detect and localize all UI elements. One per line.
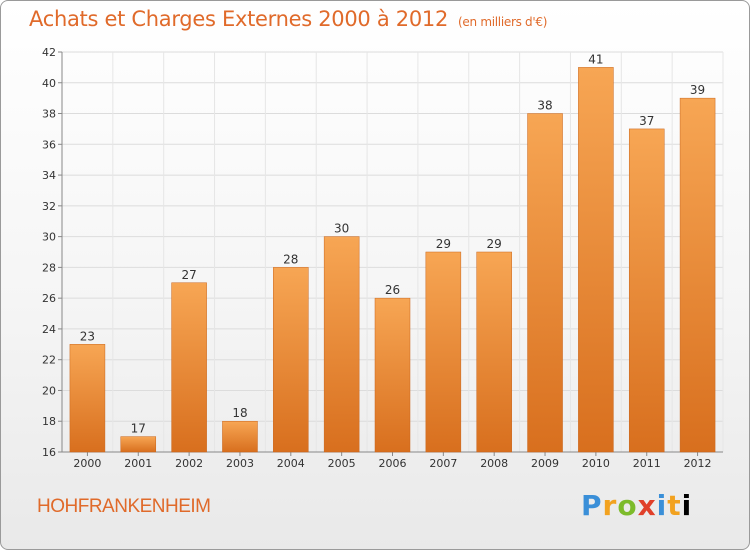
y-tick-label: 32 [42, 200, 56, 213]
chart-unit: (en milliers d'€) [458, 15, 548, 29]
bar [527, 113, 563, 453]
y-tick-label: 38 [42, 108, 56, 121]
y-tick-label: 42 [42, 46, 56, 59]
bar [425, 251, 462, 453]
y-tick-label: 20 [42, 384, 56, 397]
bar [323, 236, 360, 453]
x-tick-label: 2006 [379, 457, 407, 470]
bar [374, 297, 411, 453]
chart-title: Achats et Charges Externes 2000 à 2012 (e… [29, 7, 547, 31]
x-tick-label: 2003 [226, 457, 254, 470]
y-tick-label: 22 [42, 354, 56, 367]
x-tick-label: 2007 [429, 457, 457, 470]
data-label: 23 [80, 329, 95, 343]
location-label: HOHFRANKENHEIM [37, 496, 211, 517]
y-tick-label: 28 [42, 261, 56, 274]
x-tick-label: 2000 [73, 457, 101, 470]
y-tick-label: 18 [42, 415, 56, 428]
bar [120, 436, 157, 453]
data-label: 26 [385, 283, 400, 297]
data-label: 29 [487, 237, 502, 251]
bar [679, 97, 716, 453]
x-tick-label: 2011 [633, 457, 661, 470]
y-tick-label: 16 [42, 446, 56, 459]
data-label: 30 [334, 222, 349, 236]
bar [171, 282, 207, 453]
x-tick-label: 2001 [124, 457, 152, 470]
y-tick-label: 36 [42, 138, 56, 151]
data-label: 38 [537, 99, 552, 113]
bars [69, 67, 716, 453]
x-tick-label: 2002 [175, 457, 203, 470]
y-tick-label: 30 [42, 231, 56, 244]
bar [222, 420, 258, 453]
bar [273, 267, 309, 453]
data-label: 28 [283, 252, 298, 266]
data-label: 27 [181, 268, 196, 282]
x-tick-label: 2009 [531, 457, 559, 470]
brand-logo: Proxiti [581, 489, 693, 522]
data-label: 18 [232, 406, 247, 420]
data-label: 39 [690, 83, 705, 97]
x-tick-label: 2012 [684, 457, 712, 470]
bar [69, 344, 106, 453]
labels: 16 18 20 22 24 26 28 30 32 34 36 38 40 42 23 2000 17 2001… [42, 46, 712, 470]
chart-title-text: Achats et Charges Externes 2000 à 2012 [29, 7, 449, 31]
x-tick-label: 2010 [582, 457, 610, 470]
x-tick-label: 2004 [277, 457, 305, 470]
bar [476, 251, 512, 453]
y-tick-label: 40 [42, 77, 56, 90]
bar [628, 128, 665, 453]
data-label: 29 [436, 237, 451, 251]
data-label: 41 [588, 52, 603, 66]
y-tick-label: 34 [42, 169, 56, 182]
x-tick-label: 2008 [480, 457, 508, 470]
x-tick-label: 2005 [328, 457, 356, 470]
y-tick-label: 24 [42, 323, 56, 336]
bar [578, 67, 614, 453]
y-tick-label: 26 [42, 292, 56, 305]
data-label: 17 [131, 422, 146, 436]
data-label: 37 [639, 114, 654, 128]
